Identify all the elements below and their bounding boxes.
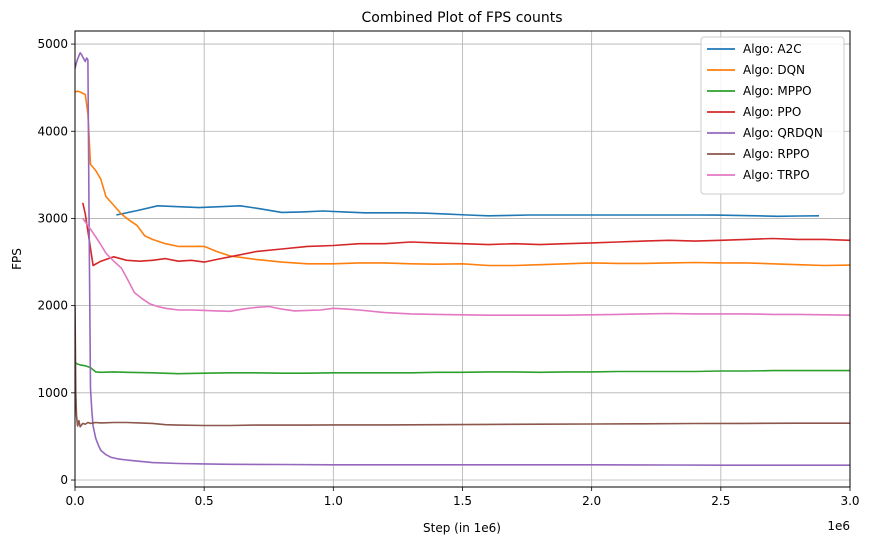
- legend-label-qrdqn: Algo: QRDQN: [743, 126, 823, 140]
- legend-label-dqn: Algo: DQN: [743, 63, 805, 77]
- x-tick-label: 1.0: [324, 494, 343, 508]
- series-line-dqn: [75, 90, 850, 267]
- series-line-a2c: [116, 205, 820, 218]
- y-tick-label: 5000: [37, 37, 68, 51]
- series-line-trpo: [82, 218, 850, 317]
- x-tick-label: 3.0: [840, 494, 859, 508]
- series-line-ppo: [82, 202, 850, 267]
- legend: Algo: A2C Algo: DQN Algo: MPPO Algo: PPO Alg…: [700, 36, 845, 195]
- y-tick-label: 0: [60, 473, 68, 487]
- axis-ticks: 0.0 0.5 1.0 1.5 2.0 2.5 3.0 0 1000 2000 3000 4000 50…: [37, 37, 859, 508]
- chart-title: Combined Plot of FPS counts: [362, 10, 563, 26]
- x-tick-label: 2.0: [582, 494, 601, 508]
- x-tick-label: 0.5: [195, 494, 214, 508]
- legend-box: [700, 36, 845, 195]
- y-tick-label: 2000: [37, 299, 68, 313]
- legend-label-mppo: Algo: MPPO: [743, 84, 812, 98]
- y-axis-label: FPS: [10, 248, 24, 270]
- legend-label-a2c: Algo: A2C: [743, 42, 802, 56]
- legend-label-ppo: Algo: PPO: [743, 105, 801, 119]
- series-line-mppo: [75, 361, 850, 375]
- series-lines: [75, 51, 850, 467]
- x-tick-label: 0.0: [65, 494, 84, 508]
- x-axis-label: Step (in 1e6): [423, 521, 501, 535]
- y-tick-label: 1000: [37, 386, 68, 400]
- y-tick-label: 3000: [37, 211, 68, 225]
- x-tick-label: 2.5: [711, 494, 730, 508]
- series-line-rppo: [75, 305, 850, 428]
- series-line-qrdqn: [75, 51, 850, 467]
- x-axis-offset-label: 1e6: [827, 519, 850, 533]
- legend-label-trpo: Algo: TRPO: [743, 168, 810, 182]
- legend-label-rppo: Algo: RPPO: [743, 147, 810, 161]
- plot-area: [75, 51, 850, 467]
- y-tick-label: 4000: [37, 124, 68, 138]
- grid-lines: [74, 31, 851, 487]
- x-tick-label: 1.5: [453, 494, 472, 508]
